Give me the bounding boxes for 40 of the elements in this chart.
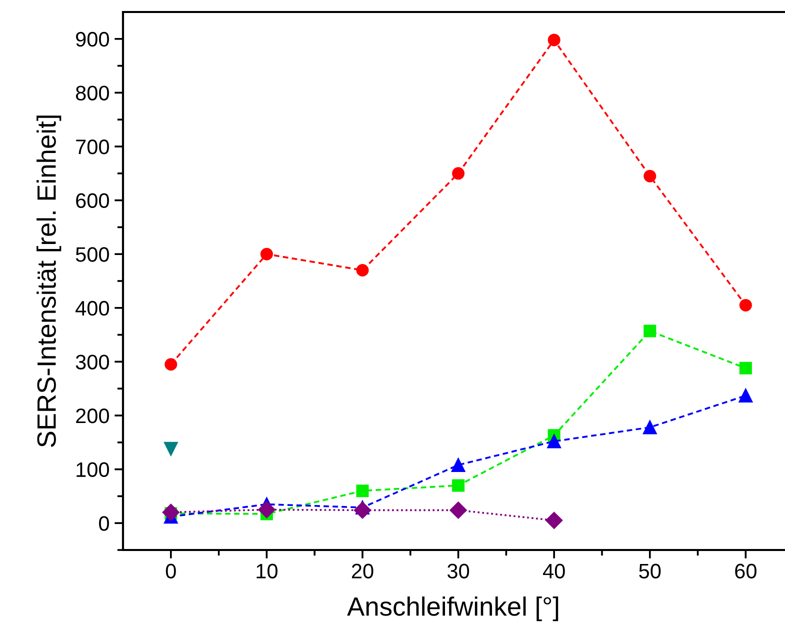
point [546, 512, 563, 529]
point [738, 388, 753, 403]
y-tick-label: 800 [76, 86, 109, 100]
point [450, 502, 467, 519]
point [162, 504, 180, 521]
point [451, 458, 466, 472]
y-tick-label: 500 [76, 247, 109, 262]
x-tick-label: 40 [542, 564, 565, 578]
y-tick-label: 300 [76, 354, 109, 370]
point [739, 362, 752, 374]
y-tick-label: 200 [76, 408, 109, 424]
y-tick-label: 0 [99, 516, 109, 531]
y-axis-title: SERS-Intensität [rel. Einheit] [36, 116, 62, 447]
point [739, 298, 752, 312]
y-tick-label: 400 [76, 300, 109, 316]
y-tick-label: 600 [76, 193, 109, 208]
x-tick-label: 0 [166, 564, 176, 578]
point [354, 502, 372, 519]
y-tick-label: 700 [76, 140, 109, 154]
x-axis-title: Anschleifwinkel [°] [347, 596, 558, 622]
x-tick-label: 10 [256, 564, 278, 578]
point [164, 442, 178, 456]
point [452, 167, 465, 180]
point [260, 248, 273, 260]
point [547, 434, 562, 448]
point [548, 34, 560, 46]
x-tick-label: 20 [352, 564, 374, 578]
point [258, 501, 276, 518]
y-tick-label: 100 [76, 462, 109, 478]
point [644, 170, 656, 182]
point [642, 420, 657, 434]
point [164, 358, 178, 371]
point [644, 324, 656, 338]
point [452, 479, 465, 492]
x-tick-label: 30 [448, 564, 470, 578]
y-tick-label: 900 [76, 32, 109, 47]
point [356, 484, 369, 498]
x-tick-label: 50 [639, 564, 661, 578]
x-tick-label: 60 [735, 564, 756, 578]
point [356, 264, 369, 276]
